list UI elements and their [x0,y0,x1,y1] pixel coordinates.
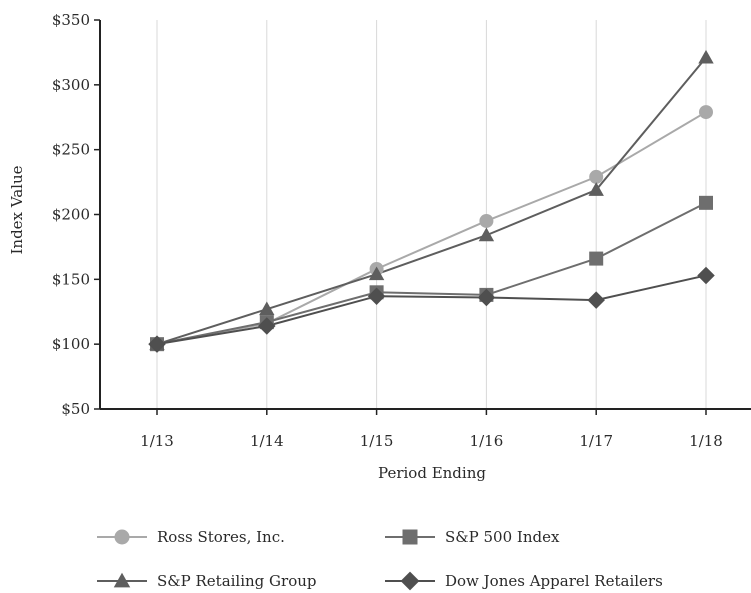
y-tick-label: $200 [52,206,90,224]
legend-label: Ross Stores, Inc. [157,528,285,546]
y-tick-label: $150 [52,270,90,288]
series-line [156,111,707,346]
data-point [699,105,713,120]
legend-marker [400,571,420,591]
series-line [156,56,707,346]
data-point [478,227,495,242]
y-axis-title: Index Value [8,165,26,254]
legend-item: Dow Jones Apparel Retailers [385,571,663,591]
data-point [148,335,166,353]
data-point [368,266,385,281]
legend-marker [113,572,131,588]
x-axis-tick-labels: 1/13 1/14 1/15 1/16 1/17 1/18 [140,409,723,450]
data-point [699,195,713,210]
data-point [258,317,276,335]
data-point [588,182,604,196]
x-tick-label: 1/16 [470,432,504,450]
data-point [477,288,496,307]
legend-item: S&P Retailing Group [97,572,317,590]
x-tick-label: 1/18 [689,432,723,450]
x-tick-label: 1/15 [360,432,394,450]
x-tick-label: 1/17 [579,432,613,450]
x-axis-title: Period Ending [378,464,486,482]
data-point [697,266,715,285]
data-series [148,49,715,353]
data-point [589,251,604,266]
series-0 [156,111,707,346]
y-tick-label: $100 [52,335,90,353]
y-tick-label: $350 [52,11,90,29]
y-axis-tick-labels: $50 $100 $150 $200 $250 $300 $350 [52,11,100,418]
series-2 [156,56,707,346]
legend-item: Ross Stores, Inc. [97,528,285,546]
data-point [589,169,604,184]
series-1 [156,201,707,346]
axes [99,20,751,410]
y-tick-label: $50 [61,400,90,418]
x-tick-label: 1/14 [250,432,284,450]
data-point [367,287,386,305]
legend-marker [114,529,130,545]
series-line [156,201,707,346]
series-3-points [148,266,715,353]
series-0-points [150,105,713,352]
series-2-points [149,49,714,351]
series-line [156,274,707,346]
data-point [259,301,275,316]
data-point [587,291,605,309]
y-tick-label: $300 [52,76,90,94]
legend-marker [402,529,418,545]
legend-label: S&P Retailing Group [157,572,317,590]
series-3 [156,274,707,346]
legend-label: S&P 500 Index [445,528,560,546]
y-tick-label: $250 [52,141,90,159]
legend-label: Dow Jones Apparel Retailers [445,572,663,590]
data-point [698,49,714,64]
legend: Ross Stores, Inc. S&P 500 Index S&P Retail… [97,528,663,591]
x-tick-label: 1/13 [140,432,174,450]
legend-item: S&P 500 Index [385,528,560,546]
vertical-gridlines [156,20,707,409]
data-point [479,213,494,228]
